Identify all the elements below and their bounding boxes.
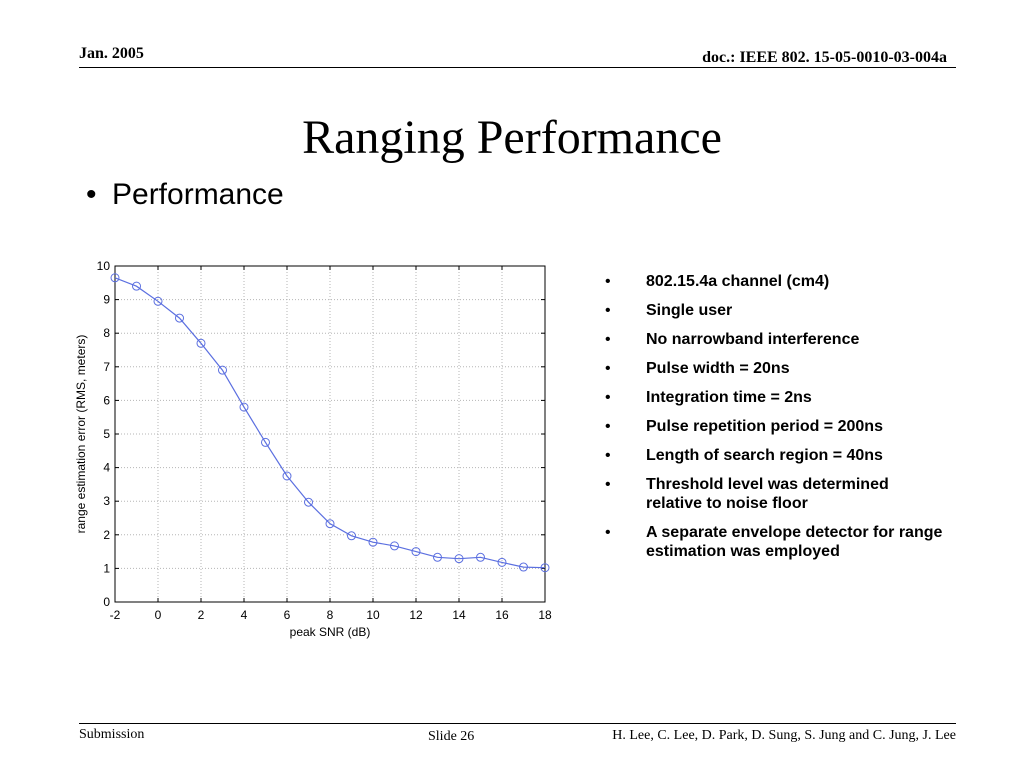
bullet-item: Threshold level was determined relative …: [603, 475, 948, 513]
data-point: [476, 552, 485, 562]
bullet-item: Pulse width = 20ns: [603, 359, 948, 378]
data-point: [497, 557, 507, 567]
data-point: [175, 313, 184, 323]
y-tick-label: 8: [103, 326, 110, 340]
footer-divider: [79, 723, 956, 724]
data-point: [390, 541, 399, 551]
data-point: [368, 537, 378, 547]
y-tick-label: 3: [103, 494, 110, 508]
bullet-item: 802.15.4a channel (cm4): [603, 272, 948, 291]
bullet-item: No narrowband interference: [603, 330, 948, 349]
data-point: [110, 273, 120, 283]
chart-series: [110, 273, 550, 573]
x-tick-label: -2: [110, 608, 121, 622]
series-line: [114, 277, 546, 569]
bullet-item: Integration time = 2ns: [603, 388, 948, 407]
y-tick-label: 5: [103, 427, 110, 441]
x-tick-label: 0: [155, 608, 162, 622]
data-point: [304, 497, 313, 507]
chart-grid: [115, 266, 545, 602]
header-date: Jan. 2005: [79, 45, 144, 62]
x-tick-label: 10: [366, 608, 380, 622]
x-tick-label: 4: [241, 608, 248, 622]
footer-authors: H. Lee, C. Lee, D. Park, D. Sung, S. Jun…: [612, 728, 956, 743]
data-point: [239, 402, 249, 412]
data-point: [282, 471, 292, 481]
x-tick-label: 2: [198, 608, 205, 622]
data-point: [519, 562, 528, 572]
data-point: [132, 281, 141, 291]
footer-slide-number: Slide 26: [428, 729, 475, 744]
slide-title: Ranging Performance: [302, 111, 722, 164]
bullet-item: Single user: [603, 301, 948, 320]
header-doc-id: doc.: IEEE 802. 15-05-0010-03-004a: [702, 49, 947, 66]
y-tick-label: 9: [103, 293, 110, 307]
bullet-list: 802.15.4a channel (cm4) Single user No nar…: [603, 272, 948, 571]
data-point: [411, 547, 421, 557]
data-point: [433, 552, 442, 562]
data-point: [540, 563, 550, 573]
data-point: [218, 365, 227, 375]
y-tick-label: 1: [103, 561, 110, 575]
y-tick-label: 4: [103, 461, 110, 475]
x-tick-label: 8: [327, 608, 334, 622]
x-tick-label: 12: [409, 608, 423, 622]
bullet-item: A separate envelope detector for range e…: [603, 523, 948, 561]
bullet-dot: •: [86, 178, 97, 211]
y-tick-label: 7: [103, 360, 110, 374]
data-point: [196, 338, 206, 348]
header-divider: [79, 67, 956, 68]
section-bullet: • Performance: [86, 178, 284, 212]
bullet-item: Length of search region = 40ns: [603, 446, 948, 465]
y-tick-label: 10: [97, 259, 111, 273]
section-bullet-text: Performance: [112, 178, 284, 211]
y-tick-label: 6: [103, 393, 110, 407]
x-axis-label: peak SNR (dB): [290, 625, 371, 639]
x-tick-label: 16: [495, 608, 509, 622]
x-tick-label: 14: [452, 608, 466, 622]
data-point: [454, 554, 464, 564]
x-tick-label: 6: [284, 608, 291, 622]
bullet-item: Pulse repetition period = 200ns: [603, 417, 948, 436]
x-tick-label: 18: [538, 608, 552, 622]
data-point: [325, 519, 335, 529]
y-tick-label: 0: [103, 595, 110, 609]
data-point: [347, 531, 356, 541]
y-tick-label: 2: [103, 528, 110, 542]
data-point: [261, 437, 270, 447]
y-axis-label: range estimation error (RMS, meters): [74, 335, 88, 534]
footer-submission: Submission: [79, 727, 145, 742]
data-point: [153, 296, 163, 306]
